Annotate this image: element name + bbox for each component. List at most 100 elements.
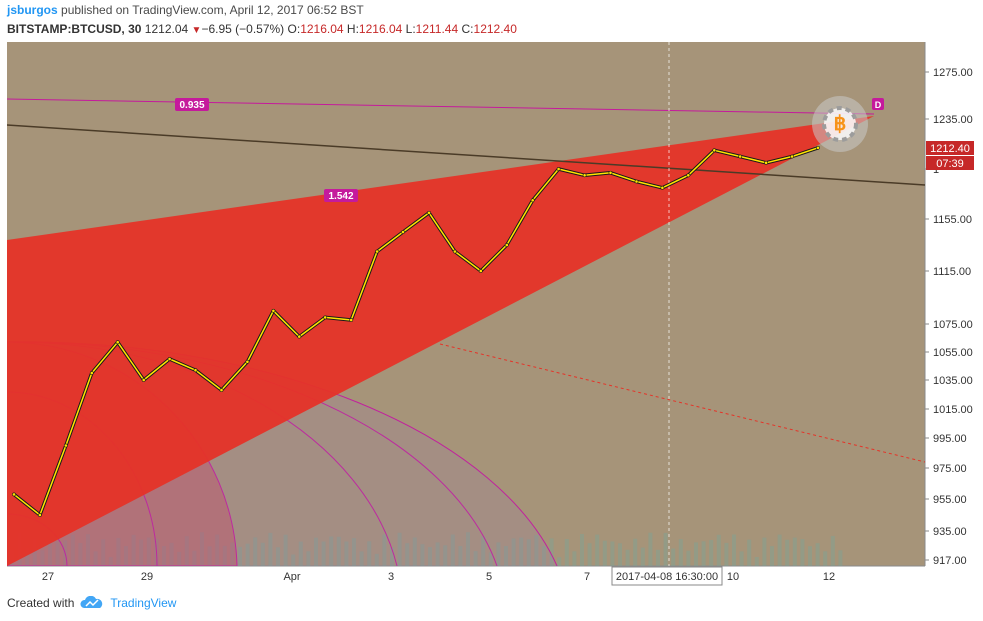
volume-bar bbox=[511, 538, 516, 566]
volume-bar bbox=[116, 538, 121, 566]
price-chart[interactable]: ฿ 0.935 1.542 D 1275.001235.0011155.0011… bbox=[0, 42, 983, 586]
last-price: 1212.04 bbox=[144, 22, 189, 36]
symbol-label: BITSTAMP:BTCUSD, 30 bbox=[7, 22, 142, 36]
price-point bbox=[452, 249, 457, 254]
volume-bar bbox=[101, 539, 106, 566]
volume-bar bbox=[352, 538, 356, 566]
pattern-point-d[interactable]: D bbox=[872, 98, 884, 110]
y-tick-label: 935.00 bbox=[933, 526, 967, 538]
price-point bbox=[64, 443, 68, 448]
price-point bbox=[582, 173, 587, 178]
fib-label-1542[interactable]: 1.542 bbox=[324, 189, 358, 202]
price-point bbox=[401, 230, 405, 234]
volume-bar bbox=[762, 537, 767, 566]
volume-bar bbox=[276, 547, 280, 566]
price-axis[interactable] bbox=[925, 42, 983, 566]
publish-header: jsburgos published on TradingView.com, A… bbox=[7, 3, 364, 17]
y-tick-label: 1235.00 bbox=[933, 114, 973, 126]
volume-bar bbox=[86, 534, 90, 566]
price-point bbox=[738, 154, 743, 159]
countdown-label: 07:39 bbox=[936, 158, 964, 170]
open-value: 1216.04 bbox=[300, 22, 344, 36]
price-point bbox=[89, 371, 94, 375]
price-point bbox=[12, 492, 16, 497]
x-tick-label: 10 bbox=[727, 571, 739, 583]
volume-bar bbox=[792, 537, 797, 566]
volume-bar bbox=[162, 546, 166, 566]
tradingview-brand-link[interactable]: TradingView bbox=[110, 596, 177, 610]
x-tick-label: 5 bbox=[486, 571, 492, 583]
volume-bar bbox=[253, 537, 258, 566]
volume-bar bbox=[397, 532, 402, 566]
volume-bar bbox=[146, 537, 151, 566]
volume-bar bbox=[815, 543, 820, 566]
trend-line-dark bbox=[7, 124, 925, 186]
x-tick-label: Apr bbox=[283, 571, 300, 583]
volume-bar bbox=[412, 537, 417, 566]
price-point bbox=[271, 308, 276, 313]
volume-bar bbox=[238, 546, 242, 566]
volume-bar bbox=[519, 537, 524, 566]
volume-bar bbox=[580, 534, 584, 566]
cursor-time-marker: 2017-04-08 16:30:00 bbox=[611, 566, 723, 586]
bitcoin-gear-icon: ฿ bbox=[812, 96, 868, 152]
volume-bar bbox=[640, 547, 645, 566]
fib-label-1542-text: 1.542 bbox=[328, 191, 353, 202]
volume-bar bbox=[496, 542, 501, 566]
volume-bar bbox=[245, 543, 250, 566]
price-point bbox=[660, 185, 665, 190]
volume-bar bbox=[405, 543, 410, 566]
volume-bar bbox=[435, 542, 440, 566]
volume-bar bbox=[488, 552, 493, 566]
volume-bar bbox=[823, 551, 828, 566]
volume-bar bbox=[686, 550, 691, 566]
volume-bar bbox=[504, 546, 508, 566]
price-point bbox=[375, 249, 380, 254]
volume-bar bbox=[678, 539, 683, 566]
volume-bar bbox=[595, 534, 600, 566]
volume-bar bbox=[177, 551, 182, 566]
high-label: H: bbox=[346, 22, 359, 36]
high-value: 1216.04 bbox=[358, 22, 403, 36]
price-point bbox=[686, 173, 691, 178]
volume-bar bbox=[587, 543, 592, 566]
down-triangle-icon: ▼ bbox=[191, 25, 202, 36]
price-point bbox=[323, 315, 328, 320]
volume-bar bbox=[709, 540, 714, 566]
volume-bar bbox=[618, 543, 622, 566]
volume-bar bbox=[625, 549, 630, 566]
y-tick-label: 975.00 bbox=[933, 463, 967, 475]
close-value: 1212.40 bbox=[473, 22, 517, 36]
fib-label-0935[interactable]: 0.935 bbox=[175, 98, 209, 111]
drawings-layer: ฿ bbox=[7, 42, 925, 566]
close-label: C: bbox=[461, 22, 474, 36]
y-tick-label: 1035.00 bbox=[933, 375, 973, 387]
price-point bbox=[764, 160, 769, 165]
fib-wedge bbox=[7, 116, 874, 566]
volume-bar bbox=[701, 541, 706, 566]
price-point bbox=[167, 357, 172, 361]
ohlc-header: BITSTAMP:BTCUSD, 30 1212.04 ▼−6.95 (−0.5… bbox=[7, 22, 517, 36]
username[interactable]: jsburgos bbox=[7, 3, 58, 17]
volume-bar bbox=[131, 534, 136, 566]
volume-bar bbox=[268, 532, 273, 566]
price-point bbox=[297, 334, 302, 339]
volume-bar bbox=[572, 551, 577, 566]
volume-bar bbox=[78, 543, 83, 566]
volume-bar bbox=[838, 550, 843, 566]
volume-bar bbox=[25, 548, 30, 566]
price-point bbox=[790, 154, 795, 159]
volume-bar bbox=[648, 532, 653, 566]
volume-bar bbox=[800, 539, 805, 566]
svg-text:฿: ฿ bbox=[834, 113, 847, 135]
volume-bar bbox=[93, 551, 98, 566]
volume-bar bbox=[192, 550, 197, 566]
volume-bar bbox=[633, 538, 638, 566]
y-tick-label: 1275.00 bbox=[933, 67, 973, 79]
volume-bar bbox=[564, 539, 569, 566]
volume-bar bbox=[656, 549, 660, 566]
volume-bar bbox=[770, 546, 774, 566]
volume-bar bbox=[207, 546, 212, 566]
volume-bar bbox=[390, 547, 394, 566]
volume-bar bbox=[420, 544, 425, 566]
